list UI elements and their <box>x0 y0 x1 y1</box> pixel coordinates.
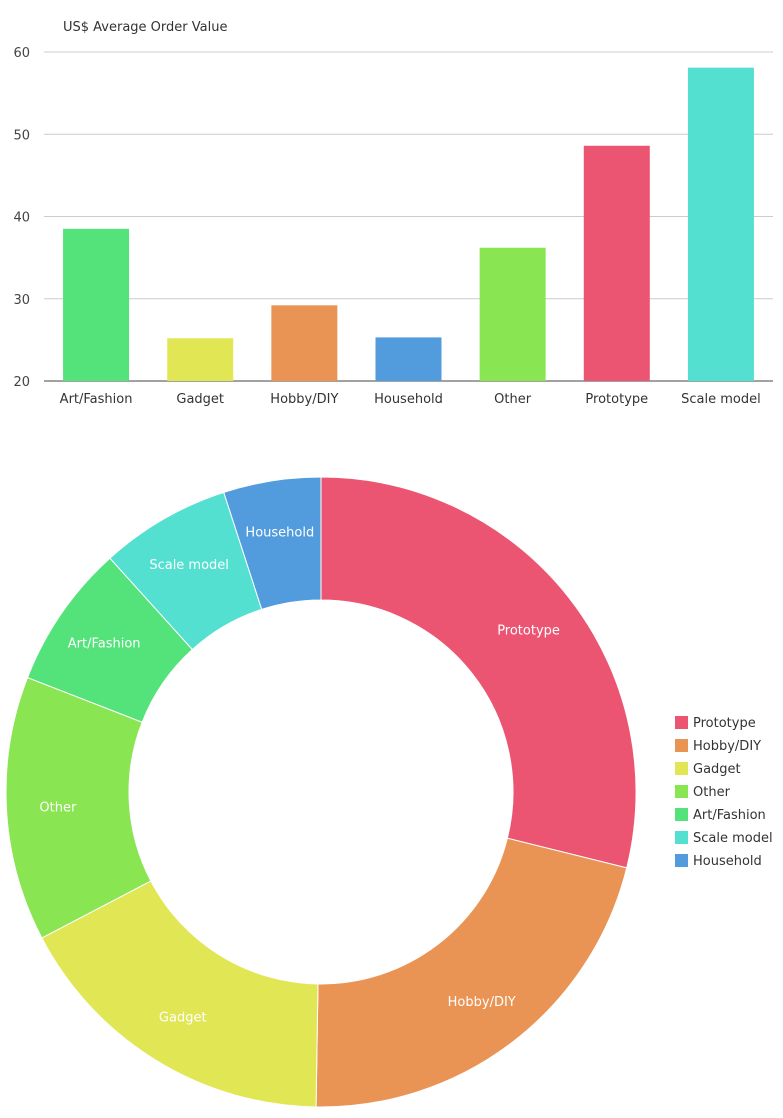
donut-slice[interactable] <box>223 476 322 611</box>
bar[interactable] <box>63 228 130 381</box>
legend-swatch <box>675 808 688 821</box>
donut-slice[interactable] <box>41 880 319 1108</box>
slice-label: Prototype <box>497 624 560 639</box>
legend-swatch <box>675 762 688 775</box>
donut-slice[interactable] <box>315 837 628 1108</box>
slice-label: Other <box>39 800 77 815</box>
x-tick-label: Scale model <box>681 392 761 407</box>
y-tick-label: 40 <box>13 211 30 226</box>
legend-label[interactable]: Art/Fashion <box>693 808 766 823</box>
x-tick-label: Prototype <box>585 392 648 407</box>
slice-label: Gadget <box>159 1010 207 1025</box>
legend-label[interactable]: Prototype <box>693 716 756 731</box>
y-tick-label: 50 <box>13 128 30 143</box>
bar[interactable] <box>479 247 546 381</box>
x-tick-label: Household <box>374 392 443 407</box>
bar[interactable] <box>687 67 754 381</box>
legend-swatch <box>675 785 688 798</box>
legend-label[interactable]: Gadget <box>693 762 741 777</box>
bar[interactable] <box>167 338 234 381</box>
x-tick-label: Hobby/DIY <box>270 392 338 407</box>
legend-swatch <box>675 854 688 867</box>
bar-chart: US$ Average Order Value 20 30 40 50 60 Art/F… <box>13 20 773 407</box>
y-tick-label: 20 <box>13 375 30 390</box>
legend-label[interactable]: Household <box>693 854 762 869</box>
bar[interactable] <box>583 145 650 381</box>
legend-label[interactable]: Scale model <box>693 831 773 846</box>
x-tick-label: Gadget <box>176 392 224 407</box>
chart-title: US$ Average Order Value <box>63 20 227 35</box>
bar[interactable] <box>375 337 442 381</box>
bar[interactable] <box>271 305 338 381</box>
x-tick-label: Art/Fashion <box>60 392 133 407</box>
slice-label: Art/Fashion <box>68 636 141 651</box>
slice-label: Scale model <box>149 558 229 573</box>
legend-swatch <box>675 716 688 729</box>
legend-label[interactable]: Other <box>693 785 731 800</box>
legend-swatch <box>675 831 688 844</box>
y-tick-label: 60 <box>13 46 30 61</box>
donut-slice[interactable] <box>320 476 637 869</box>
x-tick-label: Other <box>494 392 532 407</box>
slice-label: Hobby/DIY <box>448 995 516 1010</box>
legend-label[interactable]: Hobby/DIY <box>693 739 761 754</box>
legend-swatch <box>675 739 688 752</box>
y-tick-label: 30 <box>13 293 30 308</box>
slice-label: Household <box>245 526 314 541</box>
